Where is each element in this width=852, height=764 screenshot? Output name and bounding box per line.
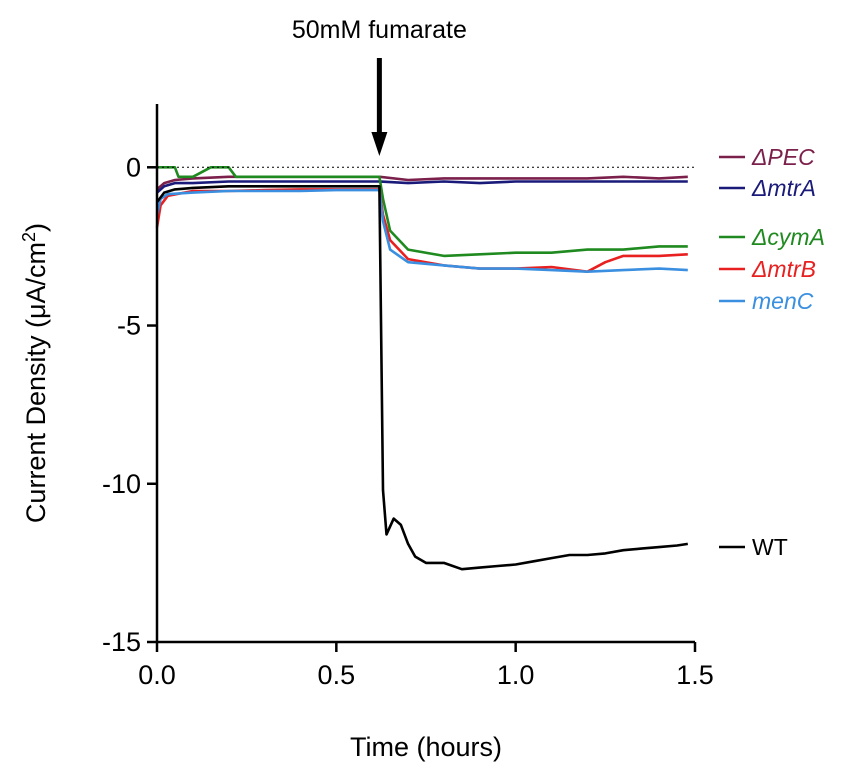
x-axis-title: Time (hours) — [350, 732, 502, 762]
x-tick-label-2: 1.0 — [497, 660, 535, 690]
y-axis-title: Current Density (μA/cm2) — [19, 223, 51, 523]
y-tick-label-2: -10 — [102, 469, 141, 499]
fumarate-annotation: 50mM fumarate — [292, 16, 467, 156]
legend-label-1: ΔmtrA — [751, 175, 816, 201]
x-ticks: 0.0 0.5 1.0 1.5 — [138, 642, 714, 690]
legend-label-2: ΔcymA — [751, 224, 825, 250]
annotation-label: 50mM fumarate — [292, 16, 467, 44]
series-line-3 — [155, 188, 688, 274]
legend-label-5: WT — [752, 534, 788, 560]
x-tick-label-1: 0.5 — [318, 660, 356, 690]
annotation-arrow-head — [371, 132, 388, 156]
y-axis-title-main: Current Density (μA/cm — [21, 242, 51, 523]
y-axis-title-close: ) — [21, 223, 51, 232]
y-tick-label-3: -15 — [102, 627, 141, 657]
legend-label-4: menC — [752, 288, 814, 314]
series-line-5 — [155, 185, 688, 571]
y-ticks: 0 -5 -10 -15 — [102, 152, 157, 657]
x-tick-label-0: 0.0 — [138, 660, 176, 690]
y-tick-label-0: 0 — [126, 152, 141, 182]
legend-label-0: ΔPEC — [751, 144, 815, 170]
legend: ΔPEC ΔmtrA ΔcymA ΔmtrB menC WT — [719, 144, 825, 560]
plot-area — [155, 166, 688, 571]
y-axis-title-superscript: 2 — [19, 232, 39, 242]
axes: 0.0 0.5 1.0 1.5 0 -5 -10 -15 — [102, 104, 714, 690]
series-line-2 — [157, 166, 688, 258]
x-tick-label-3: 1.5 — [676, 660, 714, 690]
y-tick-label-1: -5 — [117, 311, 141, 341]
series-line-4 — [155, 188, 688, 274]
legend-label-3: ΔmtrB — [751, 256, 816, 282]
